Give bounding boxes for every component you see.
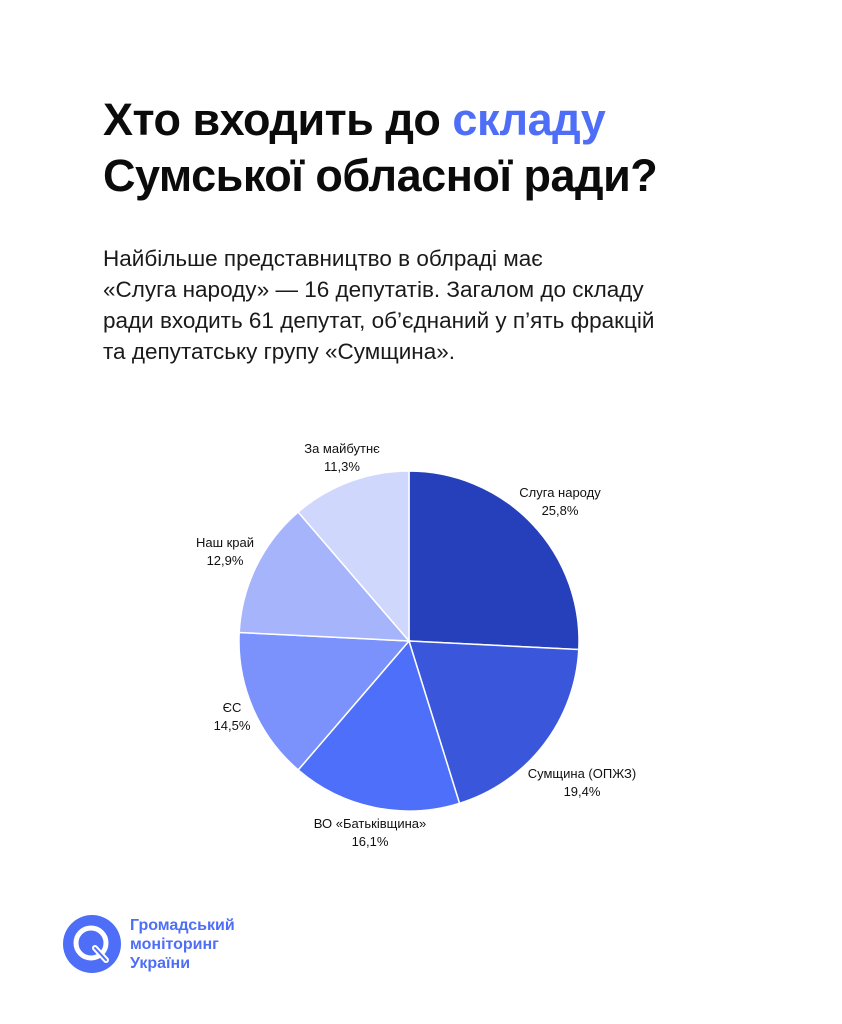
title-line-1: Хто входить до складу [103, 92, 803, 148]
slice-label: ВО «Батьківщина» [314, 816, 426, 831]
page-title: Хто входить до складу Сумської обласної … [103, 92, 803, 204]
lead-line: «Слуга народу» — 16 депутатів. Загалом д… [103, 277, 644, 302]
logo-line: України [130, 955, 191, 972]
slice-label: За майбутнє [304, 441, 380, 456]
title-accent: складу [452, 94, 606, 145]
pie-slice [297, 470, 410, 644]
pie-slice [238, 511, 411, 642]
pie-slice [238, 631, 411, 771]
logo-line: моніторинг [130, 936, 219, 953]
pie-slice [297, 639, 461, 812]
lead-line: Найбільше представництво в облраді має [103, 246, 543, 271]
lead-line: та депутатську групу «Сумщина». [103, 339, 456, 364]
slice-label: Наш край [196, 535, 254, 550]
pie-slice [408, 470, 580, 651]
pie-slices [238, 470, 580, 812]
slice-value-label: 16,1% [352, 834, 389, 849]
slice-label: ЄС [223, 700, 242, 715]
pie-labels: Слуга народу 25,8% Сумщина (ОПЖЗ) 19,4% ВО «… [196, 441, 636, 849]
slice-value-label: 19,4% [564, 784, 601, 799]
slice-value-label: 25,8% [542, 503, 579, 518]
slice-label: Сумщина (ОПЖЗ) [528, 766, 636, 781]
logo-line: Громадський [130, 917, 235, 934]
slice-value-label: 12,9% [207, 553, 244, 568]
title-prefix: Хто входить до [103, 94, 441, 145]
magnifier-circle-icon [63, 915, 121, 973]
lead-line: ради входить 61 депутат, об’єднаний у п’… [103, 308, 655, 333]
slice-value-label: 11,3% [324, 459, 360, 474]
logo: Громадський моніторинг України [62, 912, 302, 982]
slice-label: Слуга народу [519, 485, 601, 500]
slice-value-label: 14,5% [214, 718, 251, 733]
logo-text: Громадський моніторинг України [130, 916, 235, 973]
lead-paragraph: Найбільше представництво в облраді має «… [103, 243, 743, 367]
pie-slice [407, 640, 580, 805]
title-line-2: Сумської обласної ради? [103, 150, 658, 201]
